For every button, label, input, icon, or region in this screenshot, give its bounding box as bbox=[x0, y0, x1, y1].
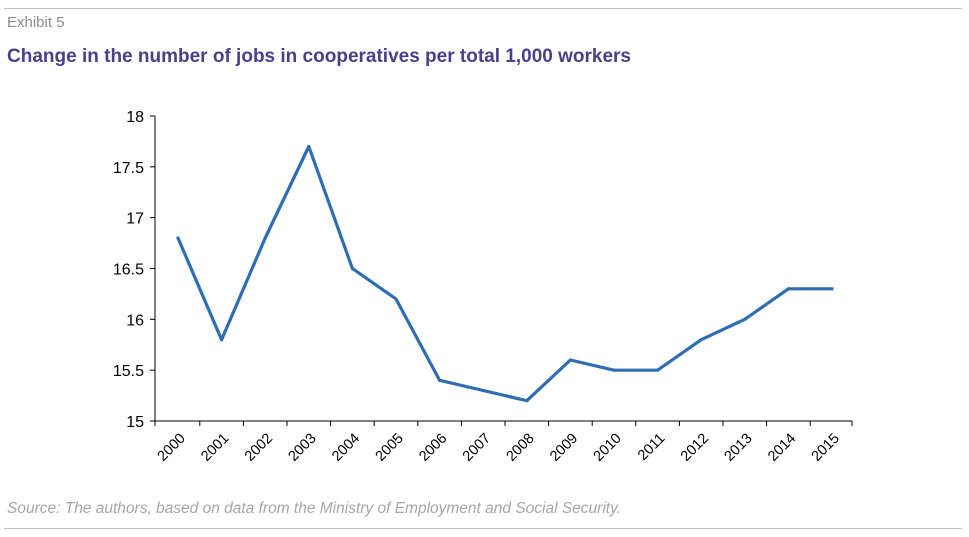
x-tick-label: 2015 bbox=[809, 431, 843, 465]
x-tick-label: 2001 bbox=[198, 431, 232, 465]
x-tick-label: 2008 bbox=[503, 431, 537, 465]
data-point bbox=[481, 388, 485, 393]
x-tick-label: 2002 bbox=[242, 431, 276, 465]
data-point bbox=[568, 358, 573, 362]
data-point bbox=[176, 236, 180, 240]
data-point bbox=[656, 368, 660, 372]
chart-title: Change in the number of jobs in cooperat… bbox=[7, 46, 631, 67]
x-axis: 2000 2001 2002 2003 2004 2005 2006 2007 2008 2009… bbox=[154, 420, 853, 465]
x-tick-label: 2004 bbox=[329, 431, 363, 465]
top-rule bbox=[4, 8, 962, 9]
data-point bbox=[786, 287, 791, 291]
y-tick-label: 17 bbox=[126, 211, 144, 228]
data-point bbox=[612, 368, 616, 372]
data-point bbox=[350, 266, 354, 271]
data-point bbox=[830, 287, 834, 291]
y-tick-label: 16.5 bbox=[113, 262, 144, 279]
x-tick-label: 2011 bbox=[635, 431, 668, 464]
x-tick-label: 2003 bbox=[285, 431, 319, 465]
y-tick-label: 15 bbox=[126, 414, 144, 431]
x-tick-label: 2006 bbox=[416, 431, 450, 465]
x-tick-label: 2013 bbox=[721, 431, 755, 465]
y-tick-label: 18 bbox=[126, 109, 144, 126]
source-note: Source: The authors, based on data from … bbox=[7, 500, 621, 517]
y-tick-label: 17.5 bbox=[113, 160, 144, 177]
data-point bbox=[307, 144, 311, 149]
data-point bbox=[220, 338, 224, 342]
x-tick-label: 2000 bbox=[155, 431, 189, 465]
series-line bbox=[176, 144, 834, 403]
x-tick-label: 2010 bbox=[591, 431, 625, 465]
x-tick-label: 2005 bbox=[373, 431, 407, 465]
data-point bbox=[394, 297, 398, 301]
y-tick-label: 16 bbox=[126, 312, 144, 329]
x-tick-label: 2007 bbox=[460, 431, 494, 465]
exhibit-label: Exhibit 5 bbox=[7, 14, 65, 31]
x-tick-label: 2009 bbox=[547, 431, 581, 465]
data-point bbox=[743, 317, 747, 321]
data-point bbox=[525, 399, 529, 403]
series-group bbox=[176, 144, 834, 403]
data-point bbox=[699, 338, 703, 342]
bottom-rule bbox=[4, 528, 962, 529]
x-tick-label: 2014 bbox=[765, 431, 799, 465]
y-axis: 15 15.5 16 16.5 17 17.5 18 bbox=[113, 109, 156, 431]
data-point bbox=[263, 236, 267, 240]
data-point bbox=[438, 378, 442, 382]
y-tick-label: 15.5 bbox=[113, 363, 144, 380]
x-tick-label: 2012 bbox=[678, 431, 712, 465]
